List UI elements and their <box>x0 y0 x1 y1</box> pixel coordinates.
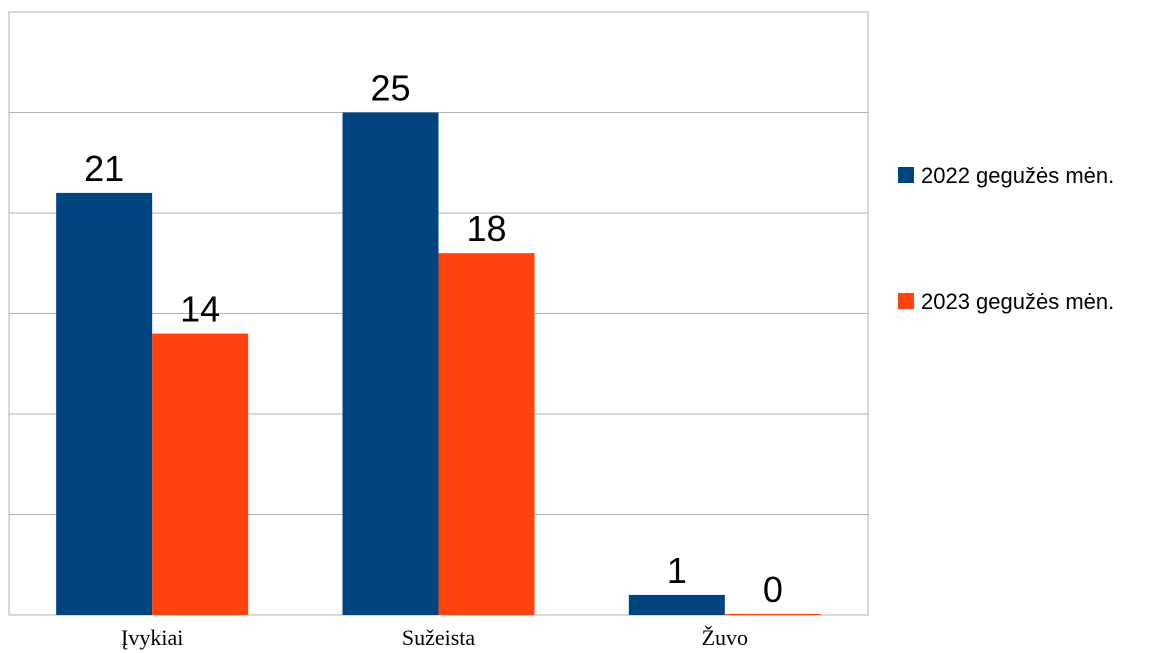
data-label: 25 <box>370 68 410 109</box>
category-labels: Įvykiai Sužeista Žuvo <box>121 625 748 650</box>
bar-2-3 <box>724 614 821 615</box>
data-label: 1 <box>667 550 687 591</box>
legend-swatch <box>898 167 914 183</box>
legend-label: 2023 gegužės mėn. <box>921 289 1114 314</box>
bars <box>56 112 821 615</box>
legend-label: 2022 gegužės mėn. <box>921 163 1114 188</box>
bar-1-1 <box>56 192 153 615</box>
data-label: 18 <box>466 208 506 249</box>
data-label: 21 <box>84 148 124 189</box>
value-labels: 21 14 25 18 1 0 <box>84 68 783 611</box>
data-label: 0 <box>763 569 783 610</box>
bar-2-2 <box>438 253 535 615</box>
bar-2-1 <box>152 333 249 615</box>
category-label: Žuvo <box>702 625 748 650</box>
bar-1-3 <box>628 594 725 615</box>
data-label: 14 <box>180 289 220 330</box>
category-label: Sužeista <box>402 625 476 650</box>
bar-1-2 <box>342 112 439 615</box>
legend: 2022 gegužės mėn. 2023 gegužės mėn. <box>898 163 1114 314</box>
legend-swatch <box>898 293 914 309</box>
category-label: Įvykiai <box>121 625 183 650</box>
